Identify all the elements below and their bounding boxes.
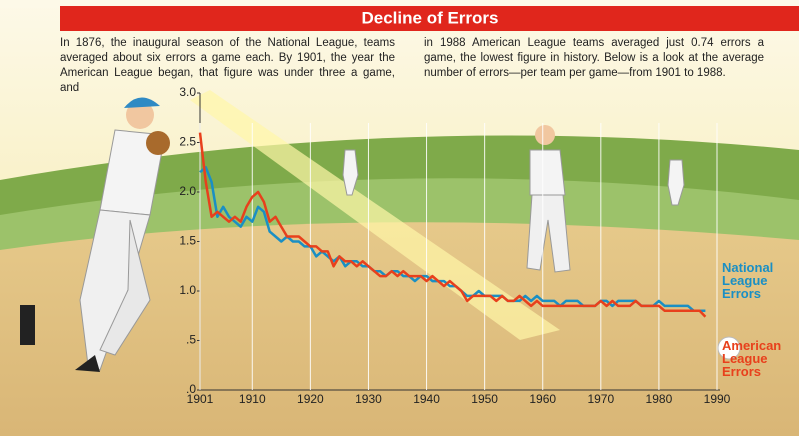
x-tick-label: 1901 xyxy=(187,392,214,406)
y-tick-label: 2.5 xyxy=(179,135,196,149)
player-fielders xyxy=(342,149,685,206)
x-tick-label: 1910 xyxy=(239,392,266,406)
y-tick-label: .5 xyxy=(186,333,196,347)
x-tick-label: 1970 xyxy=(587,392,614,406)
legend-label: National League Errors xyxy=(722,260,774,301)
x-tick-label: 1920 xyxy=(297,392,324,406)
title-band xyxy=(60,6,799,31)
series-line xyxy=(199,166,706,313)
player-catcher xyxy=(20,97,170,372)
y-tick-label: 3.0 xyxy=(179,85,196,99)
intro-right: in 1988 American League teams averaged j… xyxy=(424,37,764,79)
x-tick-label: 1980 xyxy=(646,392,673,406)
legend-label: American League Errors xyxy=(722,338,782,379)
x-tick-label: 1950 xyxy=(471,392,498,406)
x-tick-label: 1930 xyxy=(355,392,382,406)
series-line xyxy=(198,132,707,318)
y-tick-label: 1.5 xyxy=(179,234,196,248)
baseball xyxy=(717,336,741,360)
top-margin xyxy=(0,0,799,8)
chart-title: Decline of Errors xyxy=(362,8,499,27)
y-tick-label: .0 xyxy=(186,382,196,396)
y-tick-label: 2.0 xyxy=(179,184,196,198)
y-tick-label: 1.0 xyxy=(179,283,196,297)
x-tick-label: 1940 xyxy=(413,392,440,406)
player-pitcher xyxy=(526,125,571,273)
light-beam xyxy=(190,90,560,340)
x-tick-label: 1990 xyxy=(704,392,731,406)
intro-left: In 1876, the inaugural season of the Nat… xyxy=(60,37,395,94)
x-tick-label: 1960 xyxy=(529,392,556,406)
